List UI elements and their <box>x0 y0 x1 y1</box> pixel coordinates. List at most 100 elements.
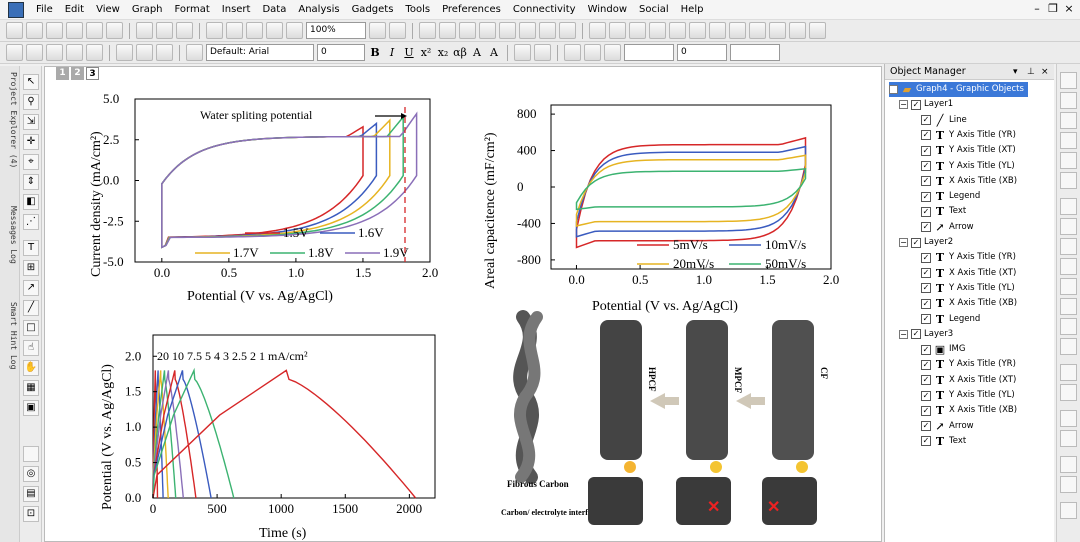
visible-checkbox[interactable]: ✓ <box>921 268 931 279</box>
menu-help[interactable]: Help <box>680 4 704 15</box>
tree-item[interactable]: ✓ T X Axis Title (XB) <box>921 403 1017 418</box>
panel-close-icon[interactable]: × <box>1041 67 1049 77</box>
collapse-icon[interactable]: − <box>899 238 908 247</box>
draw-data-icon[interactable]: ⋰ <box>23 214 39 230</box>
rescale-button[interactable] <box>649 22 666 39</box>
redo-button[interactable] <box>389 22 406 39</box>
tree-item[interactable]: ✓ T Y Axis Title (YR) <box>921 357 1016 372</box>
layer-right-icon[interactable] <box>1060 218 1077 235</box>
tree-layer-3[interactable]: − ✓ Layer3 <box>899 327 953 342</box>
font-grow-icon[interactable]: A <box>473 46 481 59</box>
menu-view[interactable]: View <box>96 4 120 15</box>
workbook-manager-button[interactable] <box>419 22 436 39</box>
same-size-icon[interactable] <box>1060 502 1077 519</box>
screen-reader-icon[interactable]: ⌖ <box>23 154 39 170</box>
refresh-button[interactable] <box>286 22 303 39</box>
stat-icon[interactable]: ▤ <box>23 486 39 502</box>
menu-data[interactable]: Data <box>262 4 287 15</box>
tree-item[interactable]: ✓ T Y Axis Title (YL) <box>921 159 1015 174</box>
filter-button[interactable] <box>729 22 746 39</box>
visible-checkbox[interactable]: ✓ <box>921 252 931 263</box>
visible-checkbox[interactable]: ✓ <box>921 359 931 370</box>
distribute-h-icon[interactable] <box>1060 456 1077 473</box>
menu-gadgets[interactable]: Gadgets <box>351 4 394 15</box>
menu-window[interactable]: Window <box>587 4 627 15</box>
menu-connectivity[interactable]: Connectivity <box>512 4 576 15</box>
pointer-icon[interactable]: ↖ <box>23 74 39 90</box>
rescale-x-icon[interactable] <box>1060 92 1077 109</box>
minimize-icon[interactable]: – <box>1034 2 1040 15</box>
print-button[interactable] <box>266 22 283 39</box>
tree-item[interactable]: ✓ T Y Axis Title (YL) <box>921 388 1015 403</box>
tree-item[interactable]: ✓ T Y Axis Title (YR) <box>921 250 1016 265</box>
tree-item[interactable]: ✓ T X Axis Title (XT) <box>921 373 1016 388</box>
visible-checkbox[interactable]: ✓ <box>921 115 931 126</box>
visible-checkbox[interactable]: ✓ <box>921 436 931 447</box>
line-style-select[interactable] <box>624 44 674 61</box>
object-manager-button[interactable] <box>499 22 516 39</box>
visible-checkbox[interactable]: ✓ <box>921 145 931 156</box>
align-left-icon[interactable] <box>1060 278 1077 295</box>
results-log-button[interactable] <box>439 22 456 39</box>
panel-menu-icon[interactable]: ▾ <box>1013 67 1018 77</box>
align-top-icon[interactable] <box>1060 318 1077 335</box>
superscript-icon[interactable]: x² <box>420 46 432 59</box>
tree-item[interactable]: ✓ ↗ Arrow <box>921 220 974 235</box>
tree-item[interactable]: ✓ T X Axis Title (XT) <box>921 266 1016 281</box>
italic-icon[interactable]: I <box>389 46 395 59</box>
rotate-icon[interactable] <box>1060 152 1077 169</box>
line-tool-icon[interactable]: ╱ <box>23 300 39 316</box>
visible-checkbox[interactable]: ✓ <box>921 314 931 324</box>
visible-checkbox[interactable]: ✓ <box>921 421 931 432</box>
arrow-tool-icon[interactable]: ↗ <box>23 280 39 296</box>
rescale-z-icon[interactable] <box>1060 132 1077 149</box>
tree-item[interactable]: ✓ T X Axis Title (XB) <box>921 174 1017 189</box>
menu-tools[interactable]: Tools <box>405 4 431 15</box>
font-shrink-icon[interactable]: A <box>490 46 498 59</box>
merge-button[interactable] <box>66 44 83 61</box>
group-icon[interactable] <box>1060 410 1077 427</box>
tree-item[interactable]: ✓ ╱ Line <box>921 113 967 128</box>
add-text-button[interactable] <box>609 22 626 39</box>
font-select[interactable]: Default: Arial <box>206 44 314 61</box>
new-layout-button[interactable] <box>106 22 123 39</box>
legend-button[interactable] <box>669 22 686 39</box>
font-size-select[interactable]: 0 <box>317 44 365 61</box>
pattern-select[interactable] <box>730 44 780 61</box>
tab-smart-hint-log[interactable]: Smart Hint Log <box>9 302 18 370</box>
visible-checkbox[interactable]: ✓ <box>921 390 931 401</box>
visible-checkbox[interactable]: ✓ <box>921 161 931 171</box>
tree-layer-2[interactable]: − ✓ Layer2 <box>899 235 953 250</box>
distribute-v-icon[interactable] <box>1060 476 1077 493</box>
xyz-button[interactable] <box>789 22 806 39</box>
surface-button[interactable] <box>809 22 826 39</box>
tree-item[interactable]: ✓ T Legend <box>921 312 980 327</box>
subscript-icon[interactable]: x₂ <box>437 46 449 59</box>
new-function-button[interactable] <box>86 22 103 39</box>
ungroup-icon[interactable] <box>1060 430 1077 447</box>
color-bar-icon[interactable] <box>23 446 39 462</box>
visible-checkbox[interactable]: ✓ <box>921 298 931 309</box>
save-button[interactable] <box>226 22 243 39</box>
tree-layer-1[interactable]: − ✓ Layer1 <box>899 97 953 112</box>
add-layer-button[interactable] <box>629 22 646 39</box>
region-tool-icon[interactable]: ☝ <box>23 340 39 356</box>
color-scale-button[interactable] <box>709 22 726 39</box>
add-item-icon[interactable]: ⊞ <box>23 260 39 276</box>
tree-item[interactable]: ✓ T Y Axis Title (YL) <box>921 281 1015 296</box>
visible-checkbox[interactable]: ✓ <box>921 405 931 416</box>
tree-item[interactable]: ✓ T Y Axis Title (XT) <box>921 143 1016 158</box>
group-button[interactable] <box>86 44 103 61</box>
code-builder-button[interactable] <box>479 22 496 39</box>
rectangle-tool-icon[interactable]: □ <box>23 320 39 336</box>
greek-icon[interactable]: αβ <box>453 46 467 59</box>
tree-item[interactable]: ✓ ▣ IMG <box>921 342 965 357</box>
pattern-button[interactable] <box>584 44 601 61</box>
layer-tab-1[interactable]: 1 <box>56 67 69 80</box>
back-icon[interactable] <box>1060 384 1077 401</box>
fit-icon[interactable]: ⊡ <box>23 506 39 522</box>
zoom-select[interactable]: 100% <box>306 22 366 39</box>
menu-format[interactable]: Format <box>174 4 210 15</box>
rescale-y-icon[interactable] <box>1060 112 1077 129</box>
collapse-icon[interactable]: − <box>899 100 908 110</box>
